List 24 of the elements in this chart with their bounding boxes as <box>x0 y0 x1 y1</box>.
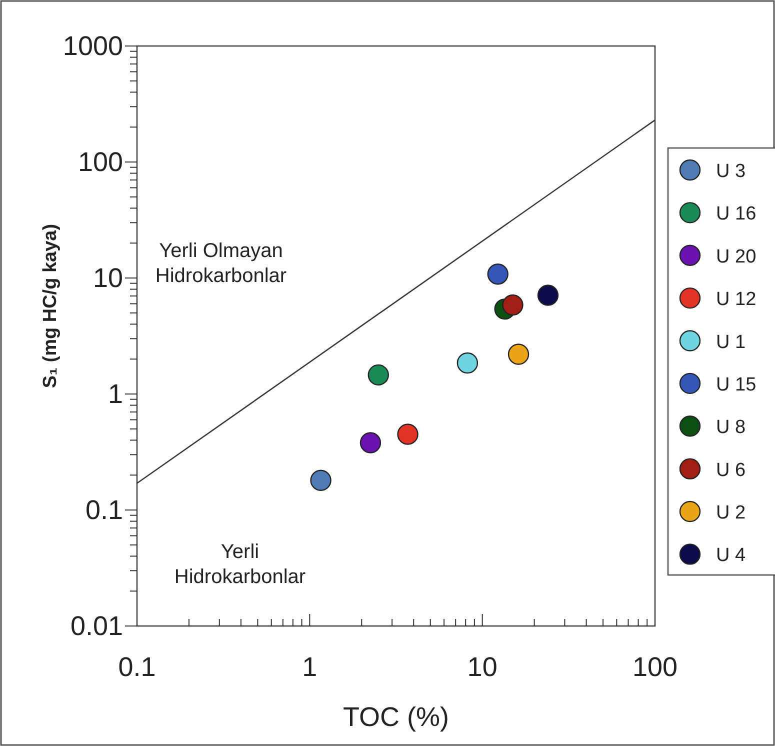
y-tick-label: 0.1 <box>85 495 123 525</box>
y-tick-label: 1 <box>108 379 123 409</box>
legend-label: U 15 <box>716 374 756 396</box>
y-tick-label: 1000 <box>62 31 123 61</box>
x-axis-title: TOC (%) <box>343 702 449 732</box>
legend-label: U 1 <box>716 332 746 353</box>
annotation: Yerli Hidrokarbonlar <box>174 541 306 588</box>
x-tick-label: 10 <box>467 652 498 682</box>
legend-label: U 12 <box>716 289 756 310</box>
y-axis-title: S₁ (mg HC/g kaya) <box>40 224 61 388</box>
legend-label: U 3 <box>716 161 746 182</box>
x-tick-label: 1 <box>302 652 318 682</box>
legend-label: U 2 <box>716 502 746 524</box>
y-tick-label: 0.01 <box>70 611 123 641</box>
legend-label: U 8 <box>716 417 746 438</box>
y-tick-label: 100 <box>78 147 123 177</box>
legend-label: U 16 <box>716 204 756 225</box>
legend-label: U 4 <box>716 545 746 566</box>
x-tick-label: 0.1 <box>118 652 156 682</box>
annotation: Yerli Olmayan Hidrokarbonlar <box>155 240 287 287</box>
x-tick-label: 100 <box>632 652 678 682</box>
legend-label: U 6 <box>716 460 746 481</box>
y-tick-label: 10 <box>92 263 123 293</box>
legend-label: U 20 <box>716 246 756 268</box>
